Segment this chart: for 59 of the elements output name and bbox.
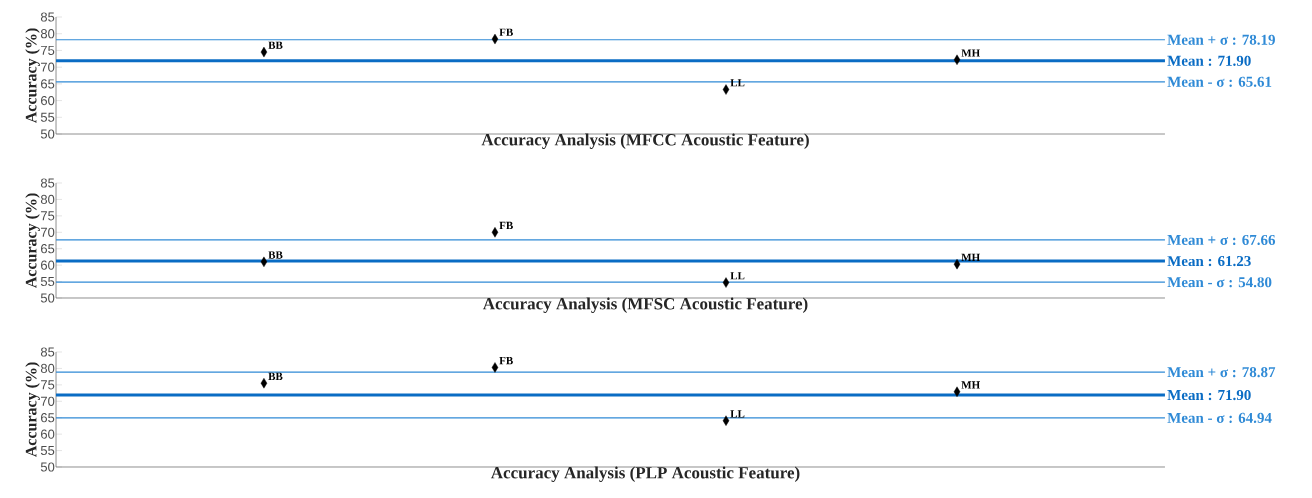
x-tick-label: BB <box>268 372 283 381</box>
ref-line-label: Mean + σ : 67.66 <box>1167 234 1276 246</box>
ref-line-label: Mean : 61.23 <box>1167 256 1251 267</box>
y-tick-label: 65 <box>41 79 55 89</box>
y-tick-label: 80 <box>40 29 55 39</box>
y-tick-label: 75 <box>41 211 55 221</box>
y-axis-title: Accuracy (%) <box>25 28 40 124</box>
y-tick-label: 55 <box>40 112 55 122</box>
ref-line-label: Mean : 71.90 <box>1167 55 1251 66</box>
y-tick-label: 70 <box>41 62 55 72</box>
x-tick-label: FB <box>499 28 513 36</box>
x-tick-label: MH <box>961 49 980 57</box>
y-tick-label: 60 <box>41 260 55 270</box>
x-tick-label: LL <box>730 79 745 87</box>
point <box>722 84 730 95</box>
y-tick-label: 50 <box>40 462 55 472</box>
ref-line-label: Mean - σ : 64.94 <box>1167 412 1272 423</box>
y-axis-title: Accuracy (%) <box>25 193 40 289</box>
x-tick-label: LL <box>730 272 745 280</box>
point <box>260 378 268 389</box>
x-tick-label: MH <box>961 381 980 389</box>
y-tick-label: 60 <box>41 429 55 439</box>
y-tick-label: 70 <box>41 227 55 237</box>
point <box>953 54 961 65</box>
y-tick-label: 70 <box>41 396 55 406</box>
x-tick-label: BB <box>268 41 283 49</box>
y-tick-label: 60 <box>41 95 55 106</box>
ref-line-label: Mean - σ : 54.80 <box>1167 277 1272 288</box>
y-tick-label: 75 <box>41 45 55 55</box>
y-tick-label: 50 <box>40 293 55 303</box>
x-tick-label: FB <box>499 221 513 230</box>
y-tick-label: 55 <box>40 277 55 287</box>
x-axis-title: Accuracy Analysis (MFCC Acoustic Feature) <box>481 133 809 149</box>
x-axis-title: Accuracy Analysis (PLP Acoustic Feature) <box>490 466 800 482</box>
point <box>491 227 499 238</box>
y-tick-label: 75 <box>41 380 55 390</box>
x-tick-label: LL <box>730 410 745 418</box>
y-tick-label: 65 <box>41 413 55 423</box>
point <box>722 415 730 426</box>
x-tick-label: FB <box>499 357 513 365</box>
y-tick-label: 65 <box>41 244 55 254</box>
y-tick-label: 80 <box>40 363 55 374</box>
y-tick-label: 85 <box>40 347 55 357</box>
ref-line-label: Mean : 71.90 <box>1167 389 1251 401</box>
x-axis-title: Accuracy Analysis (MFSC Acoustic Feature) <box>482 297 808 313</box>
y-tick-label: 85 <box>40 178 55 188</box>
x-tick-label: BB <box>268 251 283 259</box>
y-tick-label: 55 <box>40 446 55 456</box>
ref-line-label: Mean + σ : 78.87 <box>1167 367 1276 378</box>
ref-line-label: Mean + σ : 78.19 <box>1167 34 1275 45</box>
x-tick-label: MH <box>961 253 980 261</box>
y-tick-label: 50 <box>40 129 55 139</box>
point <box>722 277 730 288</box>
y-axis-title: Accuracy (%) <box>25 362 40 458</box>
y-tick-label: 85 <box>40 12 55 22</box>
y-tick-label: 80 <box>40 194 55 205</box>
point <box>491 362 499 373</box>
ref-line-label: Mean - σ : 65.61 <box>1167 76 1272 87</box>
point <box>953 386 961 397</box>
